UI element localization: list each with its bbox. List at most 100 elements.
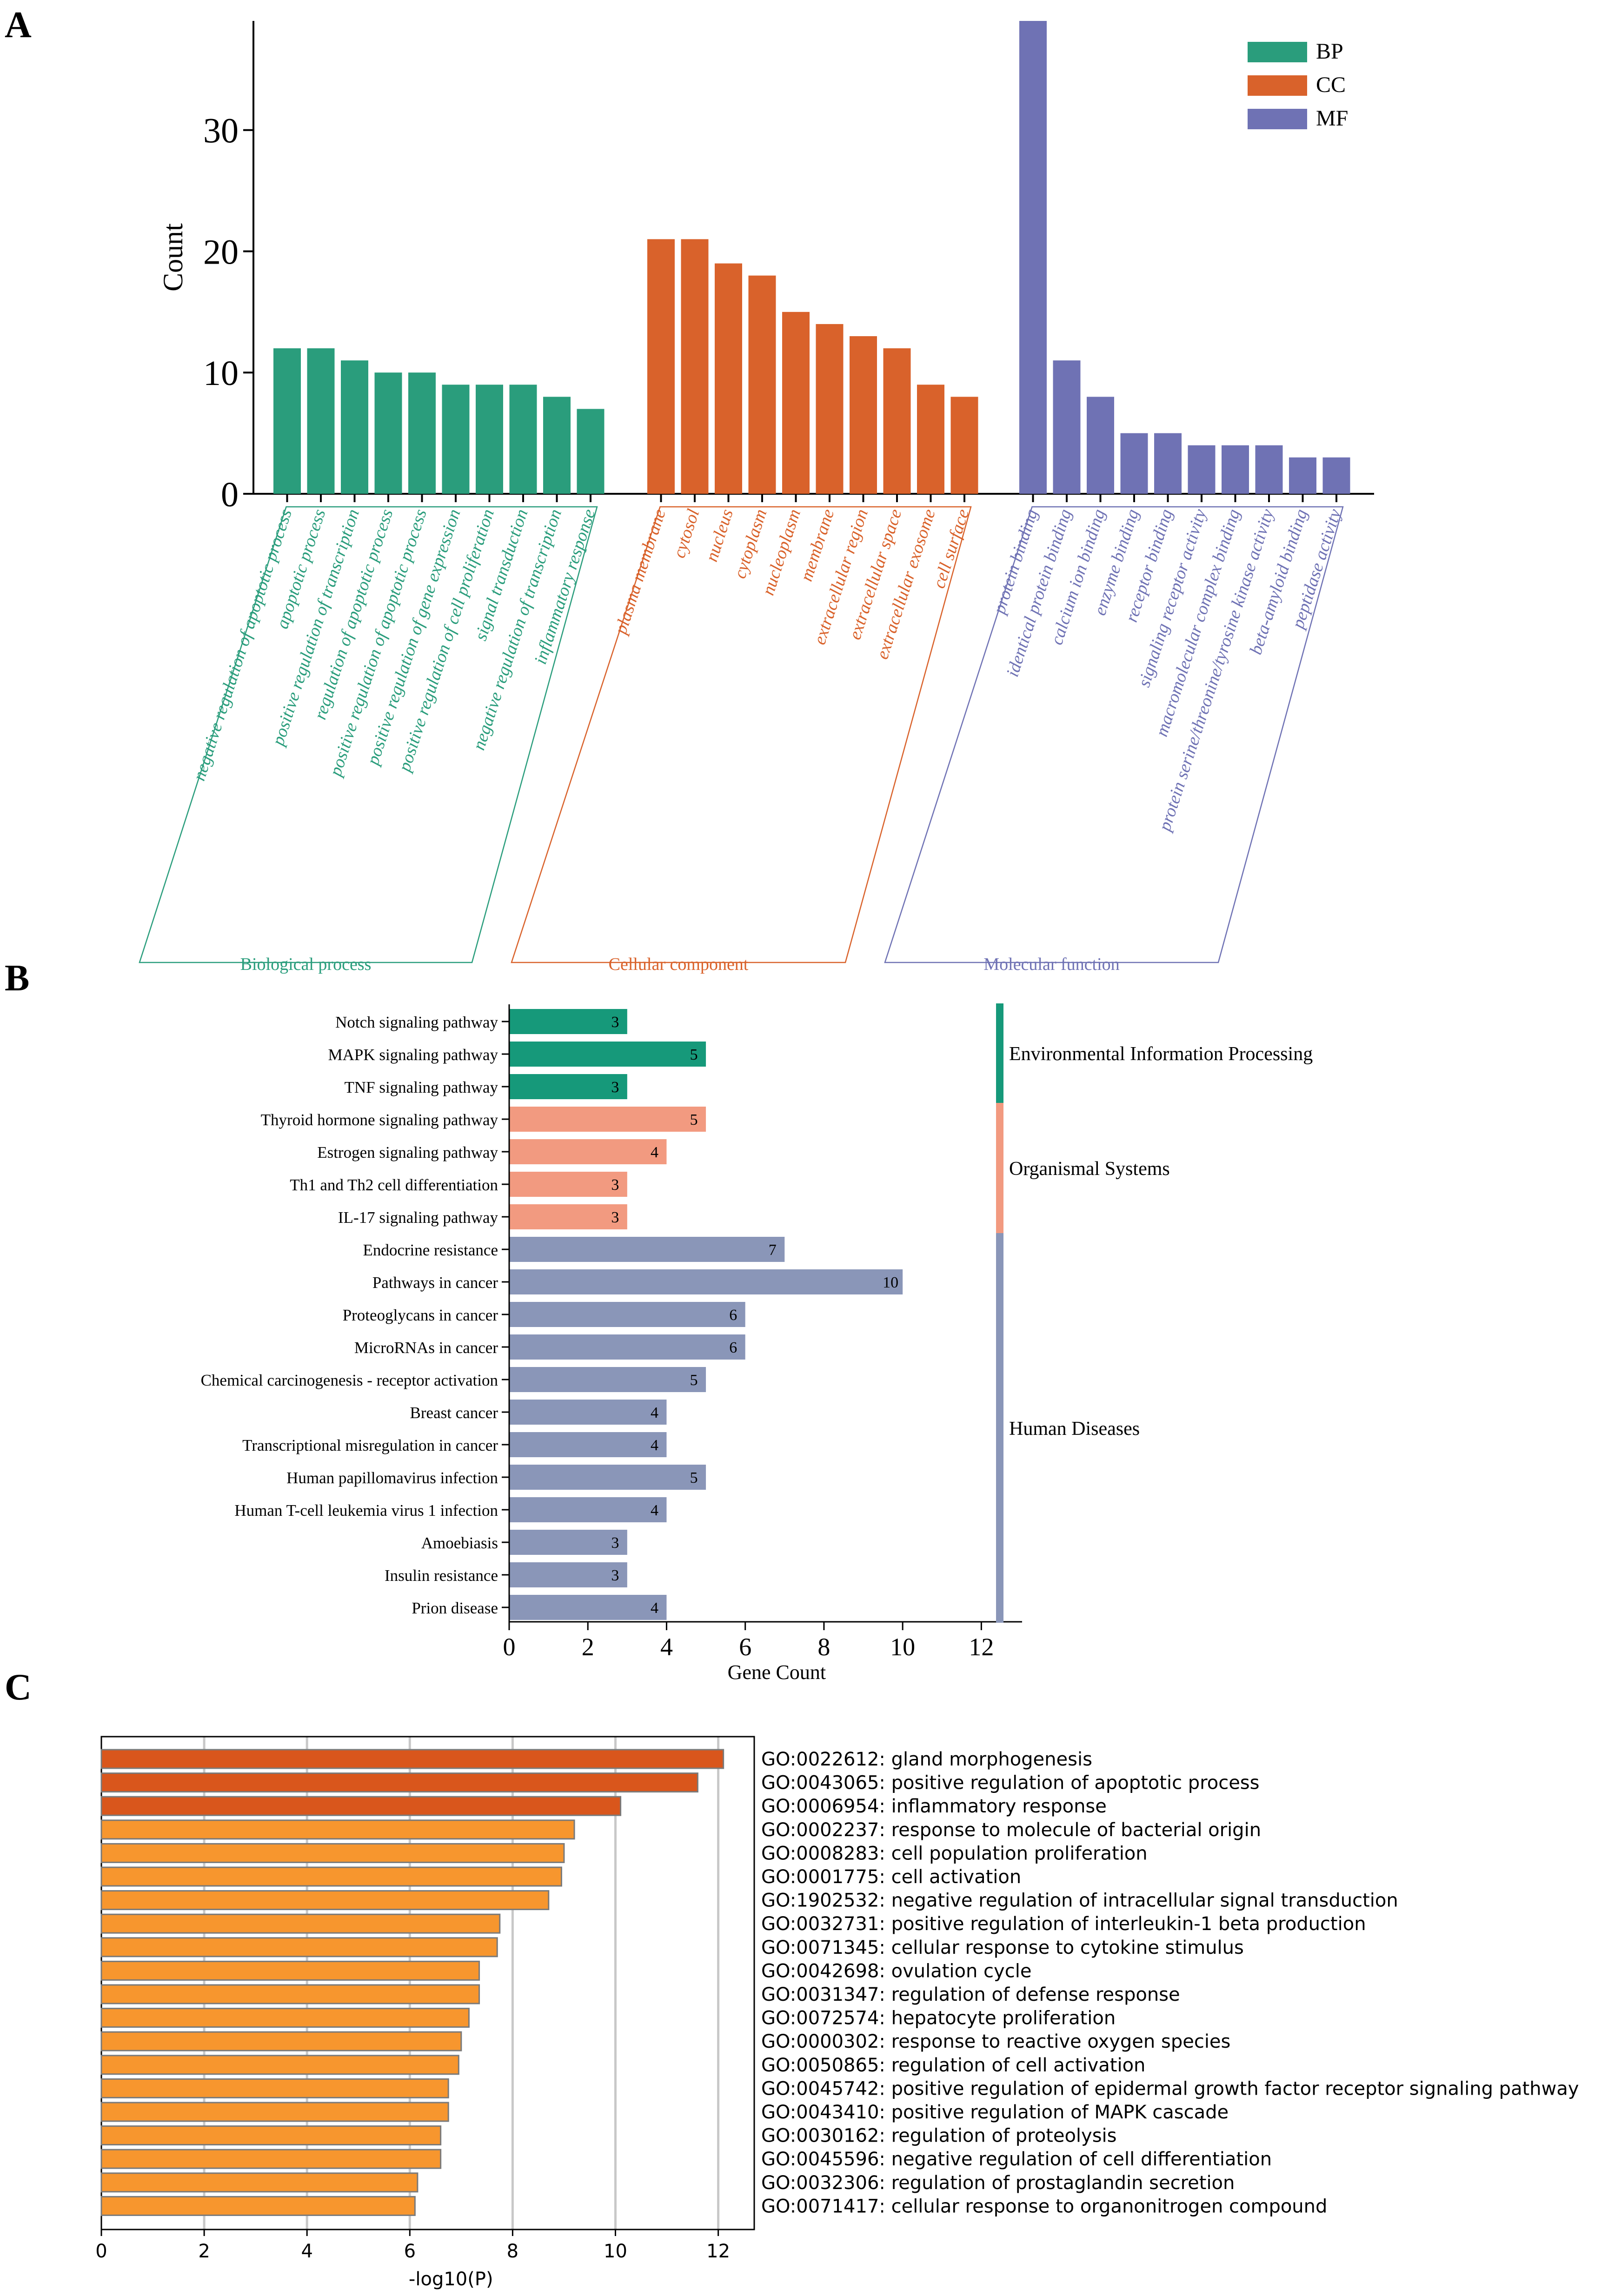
bar-bp-negative-regulation-of-transcription [543, 397, 571, 494]
bar-cc-extracellular-exosome [917, 385, 944, 494]
panel-c-enrichment-bar-chart: GO:0022612: gland morphogenesisGO:004306… [95, 1736, 1579, 2290]
legend-label-cc: CC [1316, 73, 1346, 97]
bar-mf-beta-amyloid-binding [1289, 457, 1316, 494]
bar-micrornas-in-cancer [509, 1334, 745, 1360]
bar-go-0001775-cell-activation [100, 1866, 562, 1887]
bar-bp-positive-regulation-of-gene-expression [442, 385, 470, 494]
bar-value-label: 5 [690, 1372, 698, 1389]
y-tick-label: Estrogen signaling pathway [317, 1143, 498, 1161]
bar-proteoglycans-in-cancer [509, 1302, 745, 1327]
y-tick-label: Insulin resistance [385, 1566, 498, 1585]
term-label: GO:0042698: ovulation cycle [761, 1960, 1031, 1982]
bar-estrogen-signaling-pathway [509, 1139, 667, 1164]
bar-mf-peptidase-activity [1322, 457, 1350, 494]
legend-swatch-cc [1248, 75, 1307, 96]
y-tick-label: MicroRNAs in cancer [354, 1339, 498, 1357]
bar-value-label: 6 [729, 1307, 737, 1324]
group-band-organismal-systems [996, 1103, 1003, 1233]
group-label-human-diseases: Human Diseases [1009, 1418, 1140, 1440]
group-label-bp: Biological process [240, 955, 372, 974]
bar-cc-extracellular-space [883, 348, 911, 494]
bar-cc-extracellular-region [850, 336, 877, 494]
bar-bp-apoptotic-process [307, 348, 335, 494]
y-tick-label: Breast cancer [410, 1404, 498, 1422]
bar-go-0043065-positive-regulation-of-apoptotic-process [100, 1772, 698, 1793]
bar-go-0042698-ovulation-cycle [100, 1960, 480, 1981]
term-label: GO:0032731: positive regulation of inter… [761, 1913, 1366, 1935]
term-label: GO:0045596: negative regulation of cell … [761, 2149, 1272, 2170]
bar-mf-protein-serine-threonine-tyrosine-kinase-activity [1255, 445, 1283, 494]
bar-bp-negative-regulation-of-apoptotic-process [273, 348, 301, 494]
bar-cc-plasma-membrane [647, 239, 675, 494]
bar-value-label: 10 [883, 1274, 898, 1291]
term-label: GO:0008283: cell population proliferatio… [761, 1843, 1148, 1864]
bar-bp-positive-regulation-of-apoptotic-process [408, 372, 436, 494]
x-tick-label: 6 [404, 2241, 416, 2262]
group-band-environmental-information-processing [996, 1003, 1003, 1103]
bar-value-label: 6 [729, 1339, 737, 1356]
x-tick-label: 10 [890, 1633, 915, 1661]
y-tick-label: Thyroid hormone signaling pathway [261, 1111, 498, 1129]
bar-value-label: 4 [651, 1144, 658, 1161]
bar-cc-nucleoplasm [782, 312, 810, 494]
group-band-human-diseases [996, 1233, 1003, 1623]
bar-insulin-resistance [509, 1562, 627, 1587]
x-tick-label: nucleus [702, 507, 737, 564]
bar-value-label: 4 [651, 1502, 658, 1519]
y-axis-label: Count [158, 223, 188, 292]
bar-go-0071417-cellular-response-to-organonitrogen-compound [100, 2196, 416, 2216]
y-tick-label: Proteoglycans in cancer [343, 1306, 498, 1324]
bar-bp-inflammatory-response [577, 409, 605, 494]
bar-breast-cancer [509, 1400, 667, 1425]
panel-c-letter: C [5, 1667, 32, 1708]
group-label-organismal-systems: Organismal Systems [1009, 1158, 1170, 1180]
term-label: GO:1902532: negative regulation of intra… [761, 1890, 1398, 1911]
bar-go-0045596-negative-regulation-of-cell-differentiation [100, 2149, 442, 2169]
bar-value-label: 4 [651, 1599, 658, 1617]
term-label: GO:0071345: cellular response to cytokin… [761, 1937, 1244, 1958]
bar-go-0030162-regulation-of-proteolysis [100, 2125, 442, 2146]
bar-mapk-signaling-pathway [509, 1042, 706, 1067]
bar-go-0072574-hepatocyte-proliferation [100, 2008, 470, 2028]
plot-frame [100, 1736, 755, 2230]
term-label: GO:0030162: regulation of proteolysis [761, 2125, 1117, 2147]
bar-go-1902532-negative-regulation-of-intracellular-signal-transduction [100, 1890, 550, 1911]
x-axis-label: Gene Count [728, 1661, 826, 1684]
term-label: GO:0050865: regulation of cell activatio… [761, 2055, 1145, 2076]
x-tick-label: cytosol [669, 507, 703, 560]
term-label: GO:0072574: hepatocyte proliferation [761, 2008, 1116, 2029]
term-label: GO:0071417: cellular response to organon… [761, 2196, 1327, 2217]
x-tick-label: 12 [969, 1633, 994, 1661]
x-tick-label: 4 [301, 2241, 312, 2262]
bar-value-label: 3 [611, 1079, 619, 1096]
bar-go-0043410-positive-regulation-of-mapk-cascade [100, 2102, 449, 2122]
x-tick-label: 10 [604, 2241, 627, 2262]
group-label-mf: Molecular function [983, 955, 1119, 974]
y-tick-label: Chemical carcinogenesis - receptor activ… [201, 1371, 498, 1389]
bar-mf-macromolecular-complex-binding [1222, 445, 1249, 494]
y-tick-label: MAPK signaling pathway [328, 1046, 498, 1064]
bar-value-label: 4 [651, 1437, 658, 1454]
legend-label-bp: BP [1316, 39, 1343, 64]
y-tick-label: Human papillomavirus infection [286, 1469, 498, 1487]
term-label: GO:0031347: regulation of defense respon… [761, 1984, 1180, 2005]
bar-cc-membrane [816, 324, 844, 494]
term-label: GO:0002237: response to molecule of bact… [761, 1819, 1261, 1841]
panel-a-letter: A [5, 5, 32, 46]
bar-cc-nucleus [715, 263, 742, 494]
bar-value-label: 5 [690, 1469, 698, 1486]
bar-cc-cytosol [681, 239, 709, 494]
bar-mf-enzyme-binding [1120, 433, 1148, 494]
y-tick-label: Amoebiasis [421, 1534, 498, 1552]
bar-value-label: 5 [690, 1046, 698, 1063]
y-tick-label: 30 [203, 112, 239, 151]
bar-go-0000302-response-to-reactive-oxygen-species [100, 2031, 462, 2051]
x-tick-label: 2 [198, 2241, 210, 2262]
y-tick-label: Endocrine resistance [363, 1241, 498, 1259]
bar-human-t-cell-leukemia-virus-1-infection [509, 1497, 667, 1522]
term-label: GO:0045742: positive regulation of epide… [761, 2078, 1579, 2099]
bar-endocrine-resistance [509, 1237, 785, 1262]
y-tick-label: Human T-cell leukemia virus 1 infection [234, 1501, 498, 1520]
bar-transcriptional-misregulation-in-cancer [509, 1432, 667, 1457]
